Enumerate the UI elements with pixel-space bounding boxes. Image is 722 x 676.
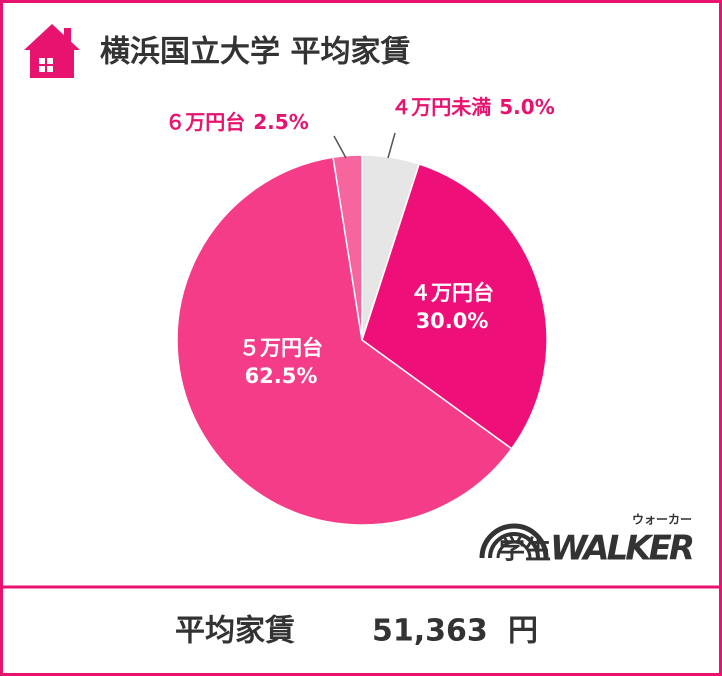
value-label: 62.5% <box>245 364 318 388</box>
value-label: 30.0% <box>416 309 489 333</box>
pie-slice <box>176 156 513 526</box>
pie-slice <box>332 154 363 341</box>
pie-slice <box>361 163 548 450</box>
slice-label: ４万円未満 5.0% <box>391 95 554 119</box>
logo-text: 学生 <box>499 535 551 566</box>
category-label: ５万円台 <box>239 336 323 360</box>
footer-value: 51,363 <box>372 614 488 649</box>
category-label: ６万円台 <box>165 110 245 134</box>
slice-label: ６万円台 2.5% <box>165 110 308 134</box>
logo-brand: WALKER <box>550 529 695 569</box>
footer-label: 平均家賃 <box>175 614 295 649</box>
logo-ruby: ウォーカー <box>632 513 692 527</box>
value-label: 5.0% <box>499 95 554 119</box>
pie: ４万円未満 5.0% ４万円台 30.0% ５万円台 62.5% ６万円台 2.5% <box>165 95 555 526</box>
house-icon <box>24 24 80 78</box>
footer-unit: 円 <box>508 614 538 649</box>
category-label: ４万円台 <box>410 281 494 305</box>
category-label: ４万円未満 <box>391 95 491 119</box>
logo: 学生 WALKER ウォーカー <box>479 513 695 569</box>
leader-line <box>387 132 396 159</box>
chart-title: 横浜国立大学 平均家賃 <box>100 35 410 70</box>
value-label: 2.5% <box>253 110 308 134</box>
leader-line <box>333 135 347 159</box>
